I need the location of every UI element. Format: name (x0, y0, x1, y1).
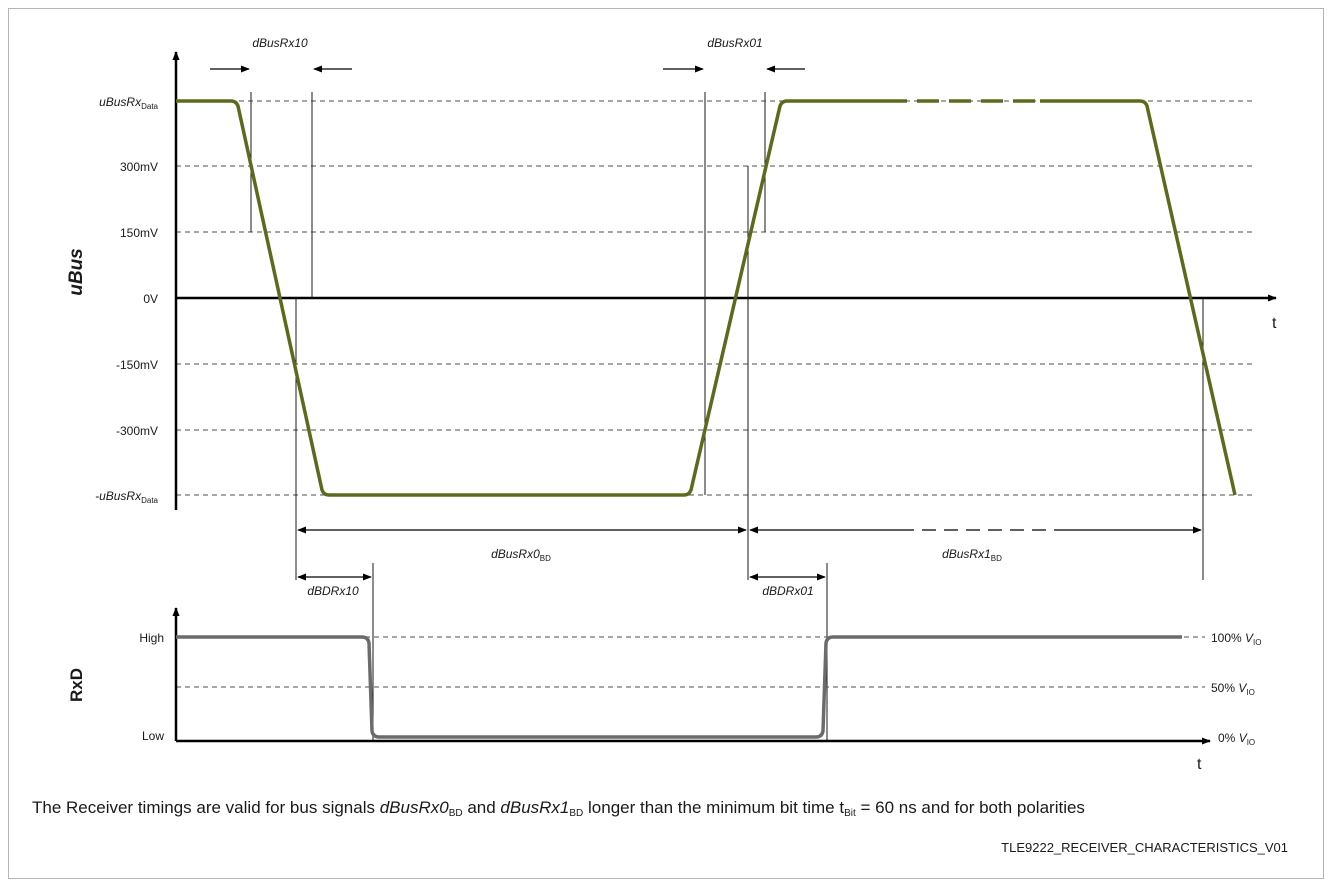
figure-caption: The Receiver timings are valid for bus s… (32, 798, 1085, 819)
level-label-150mv: 150mV (120, 226, 158, 240)
rxd-signal (176, 635, 1182, 739)
label-dbusrx10: dBusRx10 (252, 36, 308, 50)
label-dbdrx10: dBDRx10 (307, 584, 359, 598)
level-label-neg150mv: -150mV (116, 358, 158, 372)
ubus-signal (176, 99, 1237, 497)
label-dbusrx01: dBusRx01 (707, 36, 762, 50)
rxd-level-0: 0% VIO (1218, 731, 1255, 747)
rxd-axis-label: RxD (67, 668, 86, 702)
figure-id: TLE9222_RECEIVER_CHARACTERISTICS_V01 (1001, 840, 1288, 855)
rxd-level-100: 100% VIO (1211, 631, 1262, 647)
rxd-level-high: High (139, 631, 164, 645)
label-dbusrx0-bd: dBusRx0BD (491, 547, 551, 563)
t-axis-label-top: t (1272, 315, 1277, 332)
rxd-level-low: Low (142, 729, 164, 743)
level-label-0v: 0V (143, 292, 158, 306)
t-axis-label-bottom: t (1197, 756, 1202, 773)
ubus-waveform-main (176, 99, 885, 497)
figure-frame (8, 8, 1324, 879)
timing-reference-lines (250, 92, 1204, 740)
ubus-waveform-tail (1040, 99, 1237, 496)
rxd-level-50: 50% VIO (1211, 681, 1255, 697)
label-dbusrx1-bd: dBusRx1BD (942, 547, 1002, 563)
level-label-data-pos: uBusRxData (99, 95, 158, 111)
rxd-grid (176, 636, 1205, 688)
level-label-300mv: 300mV (120, 160, 158, 174)
level-label-neg300mv: -300mV (116, 424, 158, 438)
label-dbdrx01: dBDRx01 (762, 584, 813, 598)
ubus-axis-label: uBus (66, 248, 87, 296)
level-label-data-neg: -uBusRxData (95, 489, 158, 505)
